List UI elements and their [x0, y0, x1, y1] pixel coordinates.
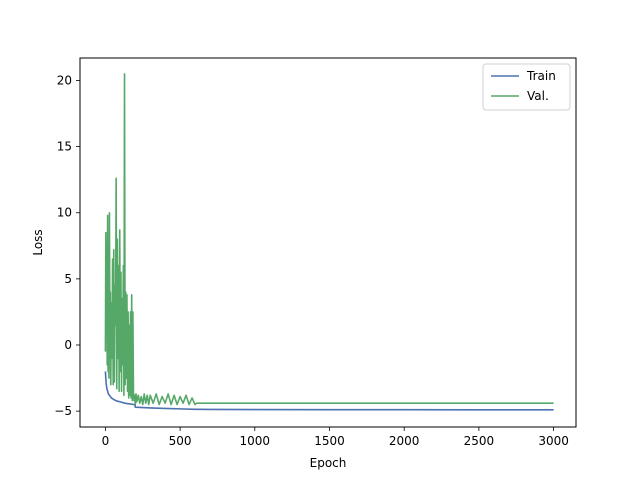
x-tick-label: 500: [169, 434, 192, 448]
x-tick-label: 1000: [240, 434, 271, 448]
legend: Train Val.: [482, 63, 571, 111]
y-axis-label: Loss: [31, 229, 45, 255]
series-line-train: [104, 371, 554, 411]
legend-label: Train: [526, 69, 556, 83]
plot-marks: [104, 73, 554, 411]
y-axis: −5 0 5 10 15 20: [54, 73, 80, 418]
x-axis-label: Epoch: [310, 456, 347, 470]
x-axis: 0 500 1000 1500 2000 2500 3000: [102, 427, 569, 448]
y-tick-label: 15: [57, 140, 72, 154]
series-line-val: [104, 73, 554, 406]
x-tick-label: 0: [102, 434, 110, 448]
y-tick-label: 5: [64, 272, 72, 286]
y-tick-label: 0: [64, 338, 72, 352]
x-tick-label: 2000: [389, 434, 420, 448]
x-tick-label: 1500: [314, 434, 345, 448]
legend-label: Val.: [527, 89, 549, 103]
y-tick-label: −5: [54, 404, 72, 418]
x-tick-label: 3000: [538, 434, 569, 448]
y-tick-label: 10: [57, 206, 72, 220]
y-tick-label: 20: [57, 73, 72, 87]
x-tick-label: 2500: [464, 434, 495, 448]
plot-frame: [79, 57, 577, 428]
